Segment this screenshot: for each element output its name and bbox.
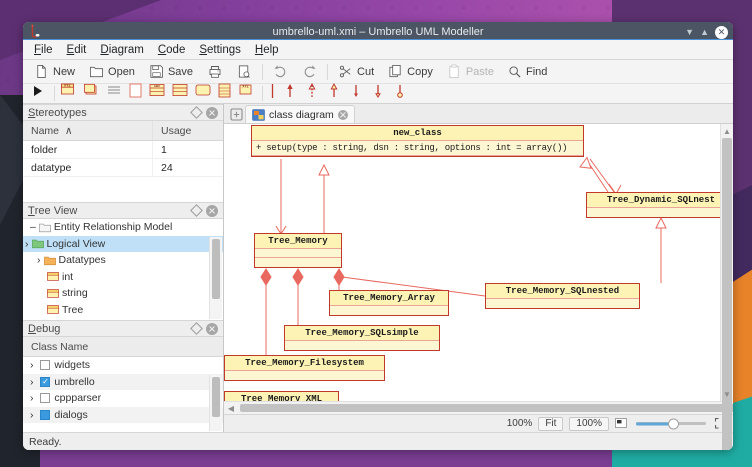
svg-text:XYZ: XYZ (242, 85, 248, 89)
svg-text:XYZ: XYZ (64, 83, 71, 87)
svg-text:ABC: ABC (154, 84, 161, 88)
